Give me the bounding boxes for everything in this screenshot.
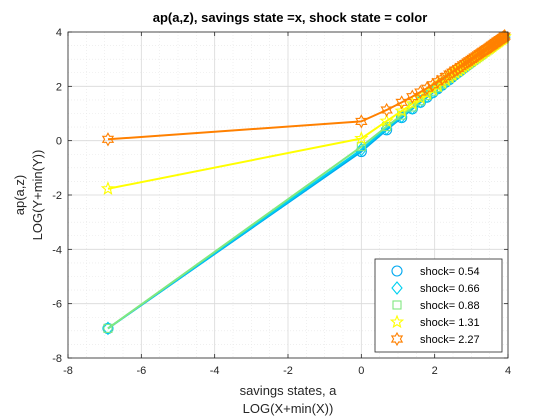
y-tick-label: -8 (52, 353, 62, 365)
y-tick-label: 4 (56, 27, 62, 39)
data-point (414, 84, 427, 100)
data-point (103, 323, 113, 333)
x-tick-label: -8 (63, 365, 73, 377)
legend-marker (389, 314, 405, 329)
x-tick-label: -6 (136, 365, 146, 377)
legend-marker (391, 281, 403, 295)
data-point (101, 132, 115, 147)
data-point (355, 114, 368, 129)
x-tick-label: 4 (505, 365, 511, 377)
ticks: -8 -6 -4 -2 0 2 4 -8 -6 -4 -2 0 2 4 (52, 27, 511, 377)
y-tick-label: -6 (52, 299, 62, 311)
legend-marker (392, 300, 402, 310)
data-point (498, 28, 511, 44)
data-point (406, 89, 419, 104)
data-point (394, 103, 409, 118)
legend-box (374, 258, 503, 353)
legend-marker (390, 331, 404, 347)
legend-label: shock= 1.31 (420, 317, 480, 329)
data-point (355, 142, 368, 157)
legend-label: shock= 0.88 (420, 300, 480, 312)
y-tick-label: 0 (56, 136, 62, 148)
data-point (435, 71, 449, 87)
y-tick-label: -2 (52, 190, 62, 202)
chart-title: ap(a,z), savings state =x, shock state =… (153, 10, 428, 25)
x-tick-label: 2 (432, 365, 438, 377)
x-axis-label-line1: savings states, a (240, 383, 338, 398)
y-axis-label-line1: ap(a,z) (12, 175, 27, 215)
x-axis-label-line2: LOG(X+min(X)) (243, 401, 334, 416)
y-axis-label-line2: LOG(Y+min(Y)) (30, 150, 45, 241)
legend-label: shock= 0.66 (420, 283, 480, 295)
data-point (379, 113, 394, 128)
data-point (100, 181, 116, 195)
y-tick-label: 2 (56, 81, 62, 93)
data-point (356, 142, 366, 152)
x-tick-label: -4 (210, 365, 220, 377)
legend-marker (391, 265, 403, 277)
y-tick-label: -4 (52, 244, 62, 256)
data-point (431, 74, 444, 89)
legend-label: shock= 0.54 (420, 266, 480, 278)
legend: shock= 0.54 shock= 0.66 shock= 0.88 shock= … (374, 258, 503, 353)
x-tick-label: 0 (358, 365, 364, 377)
series-layer (100, 28, 512, 336)
data-point (380, 102, 393, 118)
legend-label: shock= 2.27 (420, 334, 480, 346)
series-5 (101, 28, 511, 147)
x-tick-label: -2 (283, 365, 293, 377)
data-point (354, 130, 369, 145)
